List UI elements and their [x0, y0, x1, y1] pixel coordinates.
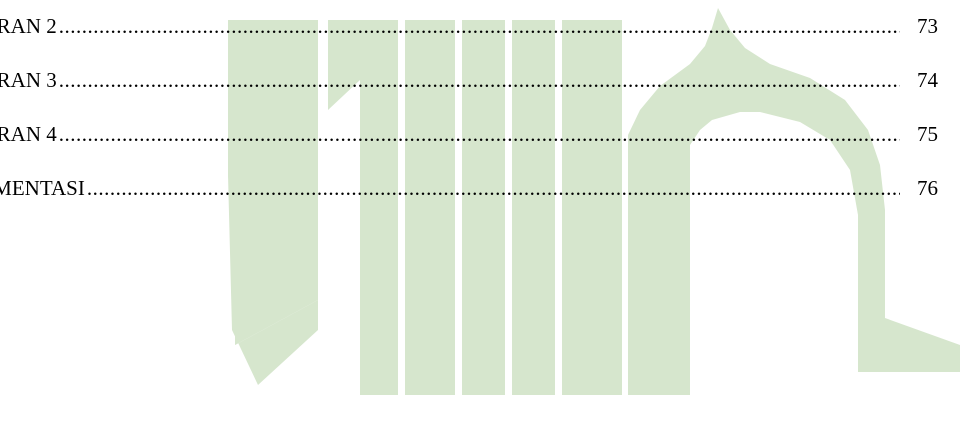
toc-entry-label: PIRAN 4 — [0, 122, 57, 146]
toc-page-number: 74 — [917, 68, 938, 92]
toc-entry-label: PIRAN 3 — [0, 68, 57, 92]
toc-entry[interactable]: PIRAN 2 73 — [0, 6, 938, 38]
toc-entry[interactable]: PIRAN 3 74 — [0, 60, 938, 92]
toc-entry-label: UMENTASI — [0, 176, 85, 200]
toc-entry[interactable]: UMENTASI 76 — [0, 168, 938, 200]
toc-entry-label: PIRAN 2 — [0, 14, 57, 38]
toc-page-number: 73 — [917, 14, 938, 38]
toc-dot-leader — [59, 68, 900, 92]
toc-page-number: 76 — [917, 176, 938, 200]
toc-page-number: 75 — [917, 122, 938, 146]
toc-entry[interactable]: PIRAN 4 75 — [0, 114, 938, 146]
toc-dot-leader — [59, 14, 900, 38]
toc-dot-leader — [87, 176, 900, 200]
toc-dot-leader — [59, 122, 900, 146]
